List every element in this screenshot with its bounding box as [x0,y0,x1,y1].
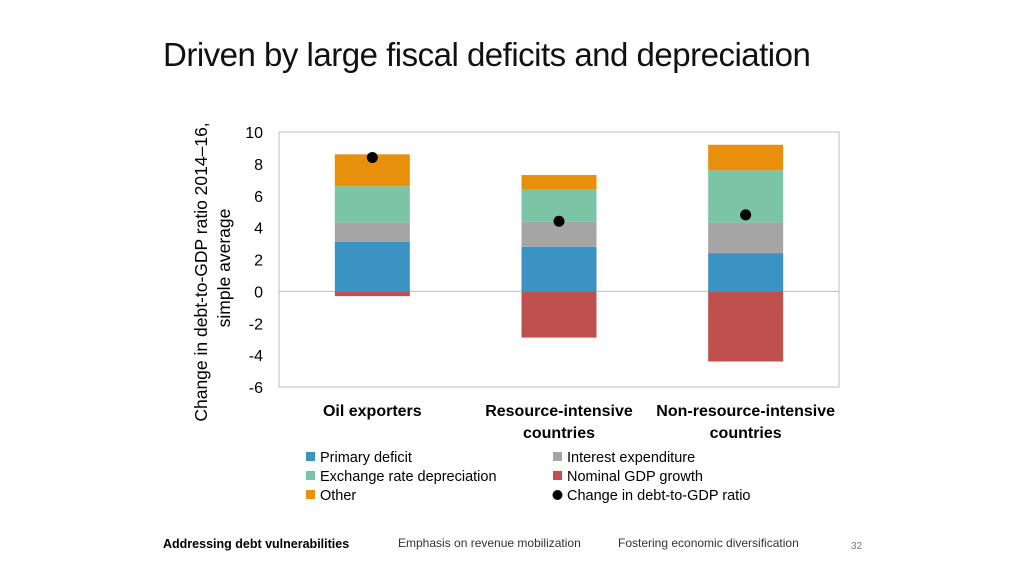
slide-title: Driven by large fiscal deficits and depr… [163,36,811,73]
legend-swatch-change-in-debt-to-gdp-ratio [552,490,563,500]
footer-nav-addressing-debt[interactable]: Addressing debt vulnerabilities [163,537,350,551]
y-tick-label: 10 [245,125,263,142]
bar-primary-deficit [708,253,784,292]
y-tick-label: 4 [254,221,263,238]
y-tick-label: 0 [254,284,263,301]
footer-nav-revenue-mobilization[interactable]: Emphasis on revenue mobilization [398,536,581,550]
marker-change-in-debt-ratio [553,215,565,227]
legend-label: Other [320,488,356,504]
bar-exchange-rate-depreciation [334,186,410,223]
marker-change-in-debt-ratio [366,152,378,163]
legend-swatch-nominal-gdp-growth [553,471,562,480]
y-axis-title: Change in debt-to-GDP ratio 2014–16, [191,122,211,421]
category-label: countries [710,425,782,442]
y-tick-label: -2 [249,316,263,333]
bar-interest-expenditure [334,222,410,242]
footer-nav-economic-diversification[interactable]: Fostering economic diversification [618,536,799,550]
bar-nominal-gdp-growth [708,291,784,362]
legend-label: Interest expenditure [567,450,695,466]
y-tick-label: 2 [254,253,263,270]
legend-swatch-primary-deficit [306,452,315,461]
category-label: Resource-intensive [485,403,633,420]
legend-swatch-exchange-rate-depreciation [306,471,315,480]
bar-primary-deficit [334,241,410,292]
y-tick-label: -4 [249,348,263,365]
category-label: countries [523,425,595,442]
y-tick-label: 6 [254,189,263,206]
bar-nominal-gdp-growth [521,291,597,338]
page-number: 32 [851,541,863,552]
marker-change-in-debt-ratio [740,209,752,221]
legend-swatch-interest-expenditure [553,452,562,461]
category-label: Oil exporters [323,403,422,420]
y-tick-label: -6 [249,380,263,397]
y-tick-label: 8 [254,157,263,174]
legend-label: Primary deficit [320,450,412,466]
legend-swatch-other [306,490,315,499]
y-axis-title: simple average [214,209,234,328]
legend-label: Nominal GDP growth [567,469,703,485]
category-label: Non-resource-intensive [656,403,835,420]
plot-area [278,131,840,388]
legend-label: Exchange rate depreciation [320,469,497,485]
bar-primary-deficit [521,246,597,292]
bar-interest-expenditure [708,222,784,254]
legend-label: Change in debt-to-GDP ratio [567,488,751,504]
bar-other [708,144,784,171]
bar-other [521,175,597,190]
bar-nominal-gdp-growth [334,291,410,297]
